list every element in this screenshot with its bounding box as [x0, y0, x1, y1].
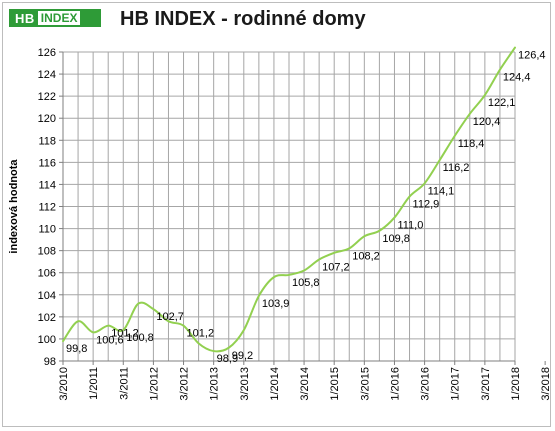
x-tick-label: 1/2016	[389, 367, 401, 401]
y-tick-label: 102	[38, 312, 56, 324]
data-label: 100,8	[126, 332, 154, 344]
data-label: 102,7	[156, 311, 184, 323]
data-label: 109,8	[382, 233, 410, 245]
x-tick-label: 3/2014	[299, 367, 311, 401]
y-tick-label: 106	[38, 268, 56, 280]
data-label: 101,2	[111, 328, 139, 340]
y-tick-label: 116	[38, 157, 56, 169]
data-label: 101,2	[187, 328, 215, 340]
x-tick-label: 3/2016	[420, 367, 432, 401]
data-label: 108,2	[352, 250, 380, 262]
data-label: 114,1	[428, 185, 455, 197]
y-tick-label: 114	[38, 179, 56, 191]
data-label: 120,4	[473, 116, 501, 128]
y-tick-label: 112	[38, 202, 56, 214]
data-label: 99,2	[232, 350, 253, 362]
y-tick-label: 108	[38, 246, 56, 258]
x-tick-label: 1/2011	[88, 367, 100, 400]
logo-text-hb: HB	[15, 10, 35, 26]
x-tick-label: 3/2013	[239, 367, 251, 401]
x-tick-label: 3/2012	[179, 367, 191, 401]
y-tick-label: 118	[38, 135, 56, 147]
x-tick-label: 3/2010	[58, 367, 70, 401]
y-tick-label: 104	[38, 290, 56, 302]
series-line	[62, 46, 516, 353]
x-tick-label: 1/2017	[450, 367, 462, 401]
x-tick-label: 1/2018	[510, 367, 522, 401]
y-tick-label: 126	[38, 47, 56, 59]
data-label: 116,2	[443, 162, 470, 174]
data-label: 122,1	[488, 97, 516, 109]
y-axis-title: indexová hodnota	[8, 159, 20, 254]
y-tick-label: 124	[38, 69, 56, 81]
data-label: 112,9	[413, 199, 440, 211]
data-label: 98,9	[217, 353, 238, 365]
y-tick-label: 122	[38, 91, 56, 103]
logo-text-index: INDEX	[37, 11, 81, 25]
data-label: 103,9	[262, 298, 290, 310]
x-tick-label: 1/2015	[329, 367, 341, 401]
data-label: 105,8	[292, 277, 320, 289]
x-tick-label: 3/2015	[359, 367, 371, 401]
x-tick-label: 1/2013	[209, 367, 221, 401]
hb-index-logo: HB INDEX	[9, 9, 101, 27]
data-label: 100,6	[96, 334, 124, 346]
y-tick-label: 110	[38, 224, 56, 236]
x-tick-label: 1/2012	[148, 367, 160, 401]
x-tick-label: 3/2018	[540, 367, 552, 401]
y-tick-label: 120	[38, 113, 56, 125]
data-label: 124,4	[503, 72, 531, 84]
data-label: 107,2	[322, 261, 350, 273]
data-label: 111,0	[397, 220, 423, 232]
x-tick-label: 1/2014	[269, 367, 281, 401]
y-tick-label: 100	[38, 334, 56, 346]
x-tick-label: 3/2017	[480, 367, 492, 401]
data-label: 118,4	[458, 138, 485, 150]
chart-title: HB INDEX - rodinné domy	[120, 8, 366, 30]
x-tick-label: 3/2011	[118, 367, 130, 400]
data-label: 99,8	[66, 343, 87, 355]
data-label: 126,4	[518, 50, 546, 62]
y-tick-label: 98	[44, 356, 56, 368]
